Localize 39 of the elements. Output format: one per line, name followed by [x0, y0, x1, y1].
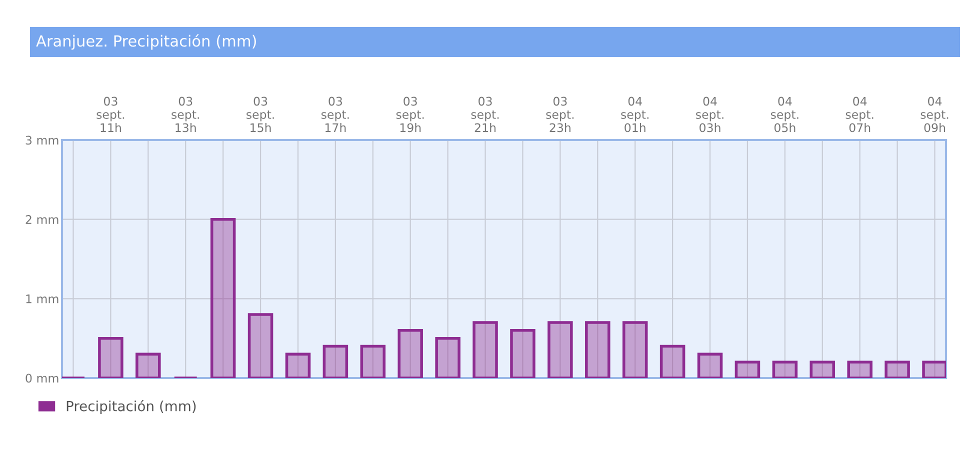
x-tick-label: 04 sept. 07h — [846, 96, 874, 132]
bar — [285, 352, 311, 378]
x-tick-label: 03 sept. 21h — [471, 96, 499, 132]
bar — [697, 352, 723, 378]
x-tick-label: 03 sept. 17h — [321, 96, 349, 132]
bar — [136, 352, 161, 378]
x-tick-label: 03 sept. 13h — [172, 96, 199, 132]
bar — [772, 360, 798, 378]
bar — [847, 360, 872, 378]
chart-title: Aranjuez. Precipitación (mm) — [36, 34, 256, 50]
x-tick-label: 03 sept. 11h — [96, 96, 124, 132]
y-tick-label: 1 mm — [26, 294, 58, 304]
y-tick-label: 0 mm — [26, 374, 58, 383]
bar — [210, 218, 236, 378]
bar — [472, 321, 498, 378]
y-tick-label: 2 mm — [26, 215, 58, 224]
bar — [510, 329, 536, 378]
x-tick-label: 03 sept. 23h — [546, 96, 574, 132]
bar — [585, 321, 610, 378]
bar — [660, 344, 686, 378]
x-tick-label: 03 sept. 15h — [246, 96, 274, 132]
bar — [398, 329, 423, 378]
bar — [884, 360, 910, 378]
bar — [622, 321, 648, 378]
x-tick-label: 04 sept. 05h — [770, 96, 798, 132]
y-tick-label: 3 mm — [26, 136, 58, 145]
x-tick-label: 04 sept. 09h — [920, 96, 948, 132]
legend-label: Precipitación (mm) — [66, 400, 196, 414]
bar — [248, 313, 274, 378]
x-tick-label: 03 sept. 19h — [396, 96, 424, 132]
x-tick-label: 04 sept. 01h — [621, 96, 648, 132]
bar — [360, 344, 386, 378]
bar — [322, 344, 348, 378]
bar — [810, 360, 836, 378]
bar — [98, 336, 124, 378]
x-tick-label: 04 sept. 03h — [696, 96, 724, 132]
bar — [734, 360, 760, 378]
bar — [548, 321, 573, 378]
bar — [435, 336, 460, 378]
